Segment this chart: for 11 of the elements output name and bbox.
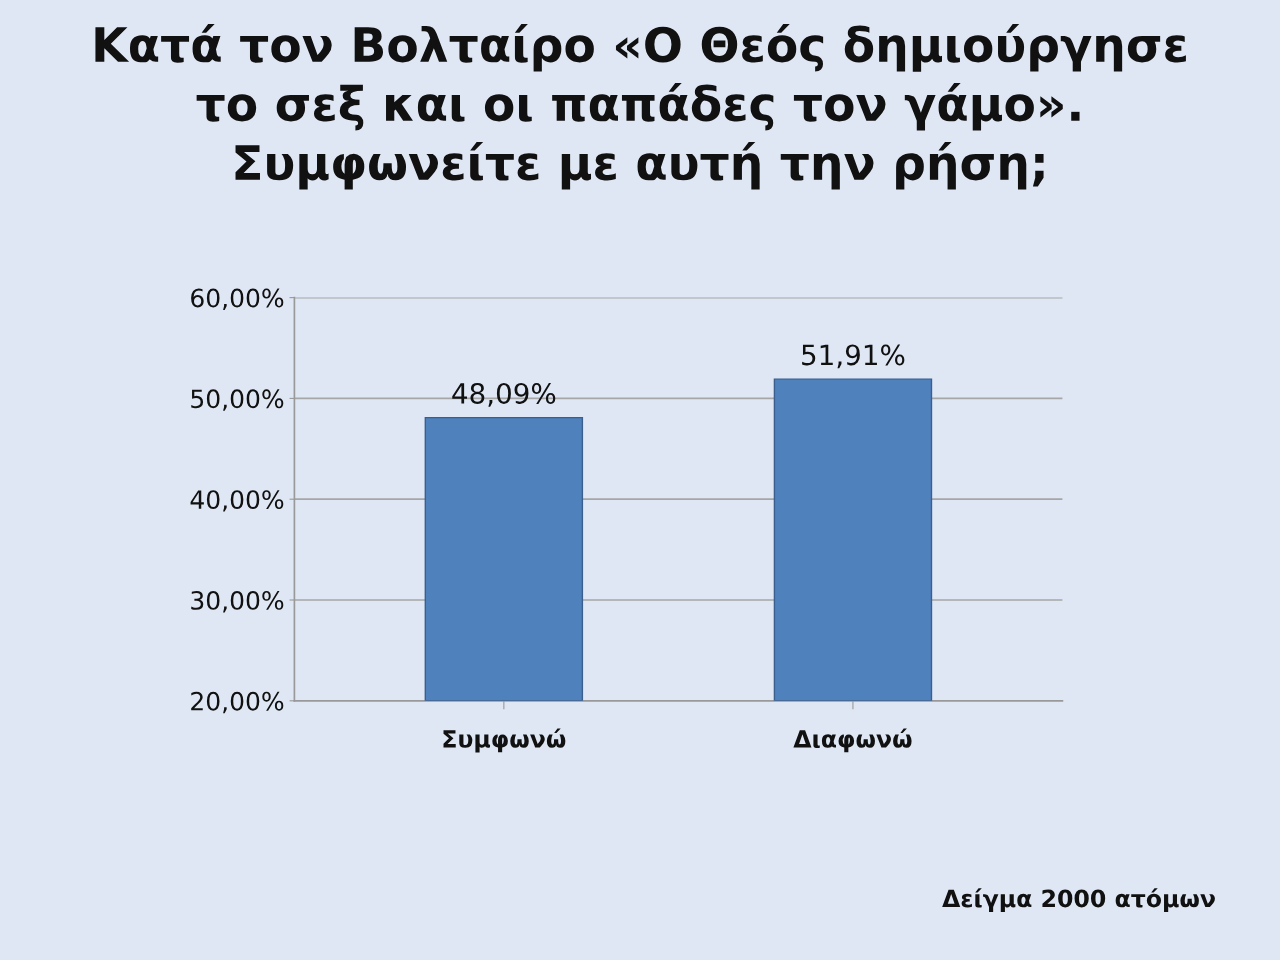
y-tick-label: 20,00% bbox=[191, 691, 284, 714]
chart-title: Κατά τον Βολταίρο «Ο Θεός δημιούργησε το σεξ και οι παπάδες τον γάμο». Συμφωνείτε με αυτή την ρήση; bbox=[95, 24, 1186, 190]
text: Δείγμα 2000 ατόμων bbox=[942, 888, 1215, 912]
x-tick-label: Συμφωνώ bbox=[443, 728, 566, 753]
y-tick-label: 30,00% bbox=[191, 590, 284, 613]
x-tick-label: Διαφωνώ bbox=[793, 728, 912, 753]
data-label: 48,09% bbox=[452, 382, 556, 407]
y-tick-label: 60,00% bbox=[191, 288, 284, 310]
y-tick-label: 40,00% bbox=[190, 490, 284, 512]
y-tick-label: 50,00% bbox=[191, 389, 284, 411]
data-label: 51,91% bbox=[802, 344, 905, 369]
